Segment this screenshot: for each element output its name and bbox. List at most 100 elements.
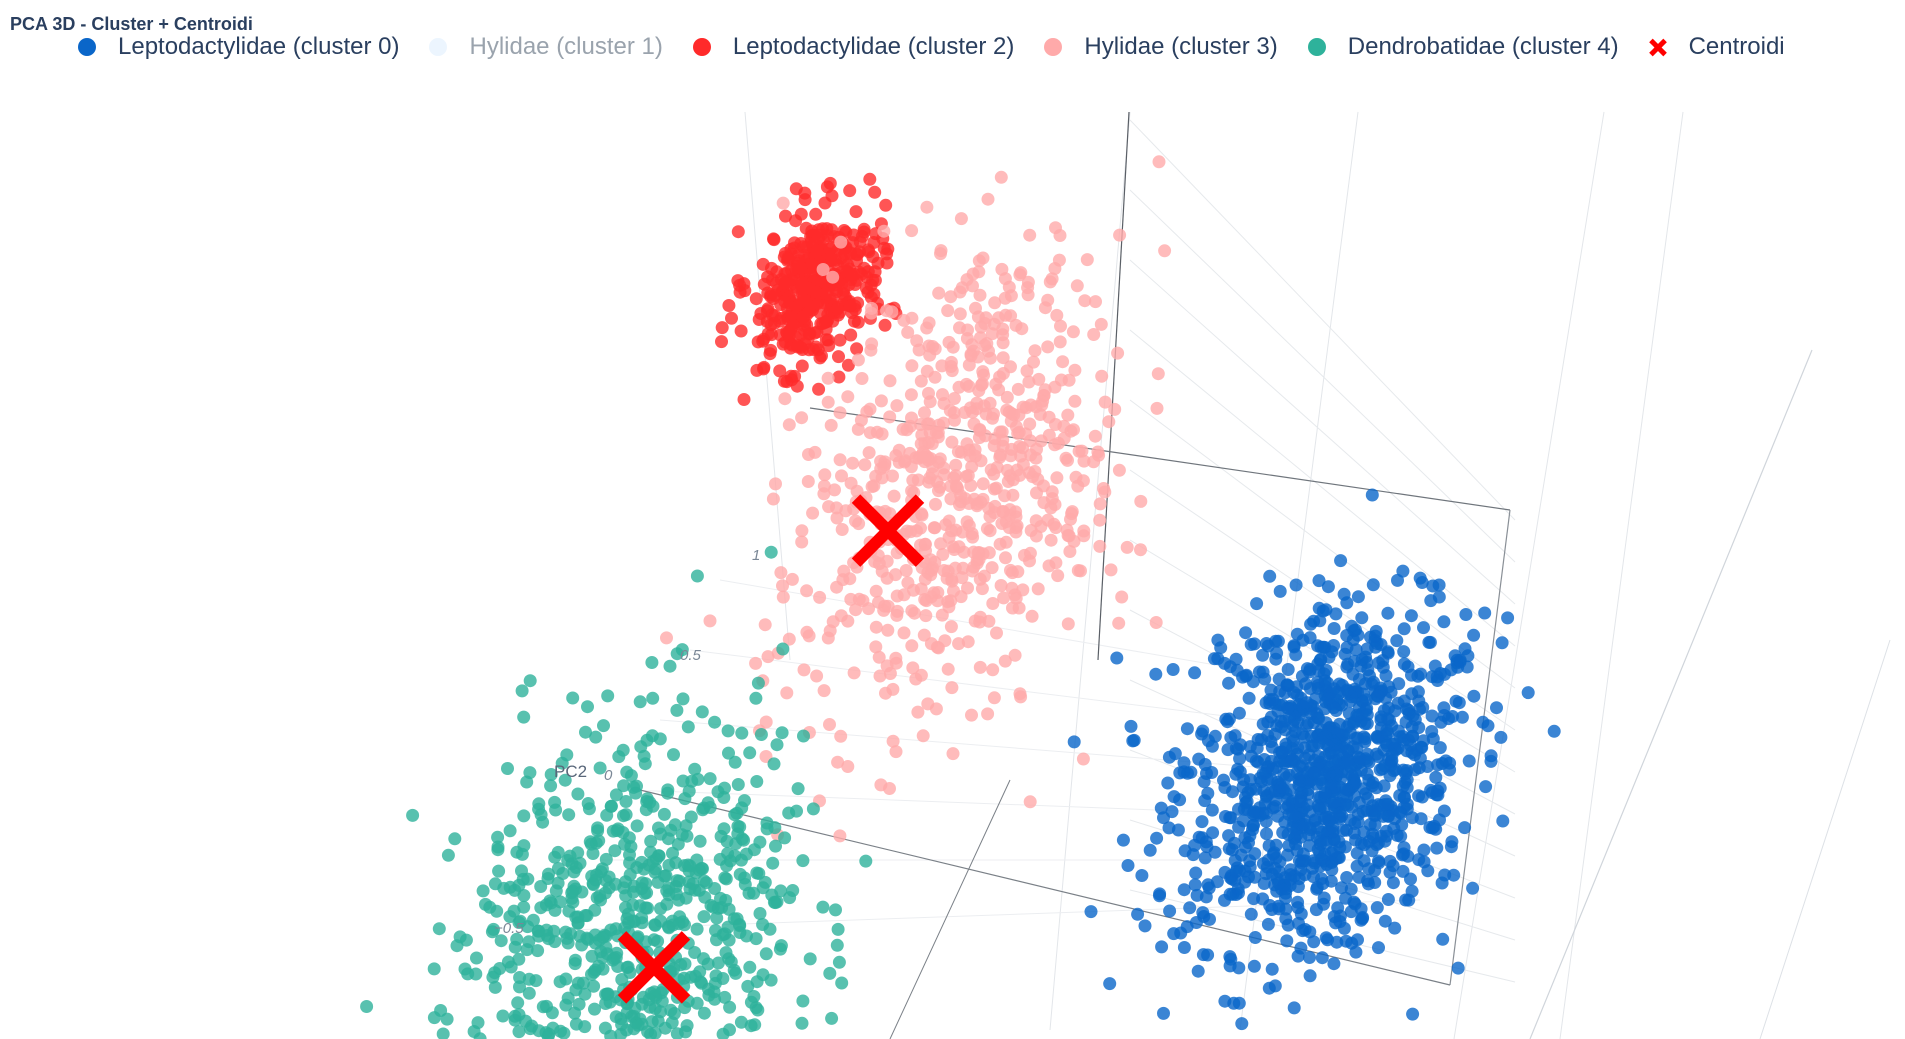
point-cluster-3 [865,301,879,315]
point-cluster-0 [1178,844,1192,858]
point-cluster-0 [1417,621,1430,635]
point-cluster-3 [782,418,796,432]
point-cluster-0 [1425,725,1439,738]
point-cluster-3 [766,492,780,506]
point-cluster-3 [826,270,840,284]
point-cluster-3 [1068,363,1082,377]
point-cluster-3 [904,388,918,402]
point-cluster-4 [728,755,742,769]
point-cluster-4 [663,659,677,673]
legend-item-cluster-2[interactable]: Leptodactylidae (cluster 2) [692,33,1014,61]
point-cluster-3 [950,479,963,493]
point-cluster-2 [785,320,799,334]
point-cluster-3 [993,425,1007,439]
point-cluster-4 [791,782,805,796]
point-cluster-0 [1266,762,1280,776]
point-cluster-0 [1166,663,1180,676]
point-cluster-3 [1077,529,1091,543]
point-cluster-0 [1205,803,1219,817]
point-cluster-4 [611,960,625,973]
point-cluster-4 [575,885,589,899]
point-cluster-4 [448,832,462,846]
point-cluster-0 [1367,675,1380,689]
point-cluster-0 [1466,881,1480,895]
point-cluster-0 [1124,719,1138,733]
axis-line-right [1449,509,1511,986]
point-cluster-3 [993,450,1007,464]
point-cluster-4 [559,998,573,1012]
point-cluster-4 [751,676,765,690]
point-cluster-0 [1348,897,1362,911]
point-cluster-0 [1229,652,1243,666]
point-cluster-3 [911,473,925,487]
point-cluster-4 [549,803,563,817]
point-cluster-3 [947,406,961,420]
point-cluster-4 [585,968,598,981]
point-cluster-3 [995,262,1009,276]
point-cluster-0 [1121,859,1135,872]
legend-item-centroids[interactable]: Centroidi [1649,33,1785,61]
point-cluster-3 [929,497,942,511]
point-cluster-4 [706,900,720,914]
point-cluster-0 [1284,872,1297,886]
point-cluster-2 [751,335,765,349]
point-cluster-0 [1345,690,1359,704]
point-cluster-4 [678,1001,692,1015]
point-cluster-4 [471,1016,485,1030]
legend-item-cluster-1[interactable]: Hylidae (cluster 1) [429,33,663,61]
point-cluster-3 [963,449,977,463]
point-cluster-4 [571,787,585,801]
legend-item-cluster-3[interactable]: Hylidae (cluster 3) [1044,33,1278,61]
point-cluster-4 [617,779,631,793]
point-cluster-4 [703,772,717,786]
point-cluster-0 [1310,675,1324,689]
point-cluster-0 [1439,754,1453,768]
point-cluster-0 [1173,766,1187,780]
point-cluster-2 [785,373,799,387]
point-cluster-3 [849,603,863,617]
point-cluster-2 [825,253,839,267]
legend-swatch-cluster-2 [692,38,711,56]
point-cluster-0 [1404,609,1418,623]
point-cluster-0 [1275,745,1289,759]
point-cluster-4 [513,971,527,984]
legend-item-cluster-4[interactable]: Dendrobatidae (cluster 4) [1307,33,1619,61]
centroid-layer [617,494,925,1004]
point-cluster-4 [744,1019,758,1033]
point-cluster-3 [899,564,913,577]
point-cluster-0 [1333,806,1347,820]
point-cluster-3 [945,524,959,538]
point-cluster-3 [1051,569,1065,583]
point-cluster-0 [1289,810,1303,824]
point-cluster-0 [1237,773,1251,787]
point-cluster-4 [610,946,624,960]
point-cluster-2 [777,250,791,264]
point-cluster-4 [778,831,792,845]
point-cluster-3 [1061,617,1075,631]
point-cluster-4 [588,936,602,950]
point-cluster-0 [1369,804,1383,818]
legend-item-cluster-0[interactable]: Leptodactylidae (cluster 0) [78,33,399,61]
point-cluster-3 [849,514,862,528]
point-cluster-3 [976,477,990,491]
point-cluster-0 [1168,747,1182,761]
grid-line-v-3 [1453,111,1605,1039]
point-cluster-0 [1233,752,1247,766]
point-cluster-3 [1134,543,1147,557]
point-cluster-0 [1331,727,1345,741]
point-cluster-4 [562,808,576,822]
point-cluster-4 [668,818,682,832]
point-cluster-4 [611,822,625,836]
point-cluster-0 [1299,677,1312,691]
point-cluster-3 [1004,563,1017,577]
point-cluster-0 [1324,874,1338,888]
point-cluster-2 [841,258,854,272]
point-cluster-3 [965,564,979,578]
point-cluster-0 [1228,854,1242,867]
point-cluster-3 [980,522,994,536]
point-cluster-0 [1338,840,1352,854]
point-cluster-0 [1224,811,1238,825]
point-cluster-4 [609,788,623,802]
point-cluster-0 [1273,584,1287,598]
